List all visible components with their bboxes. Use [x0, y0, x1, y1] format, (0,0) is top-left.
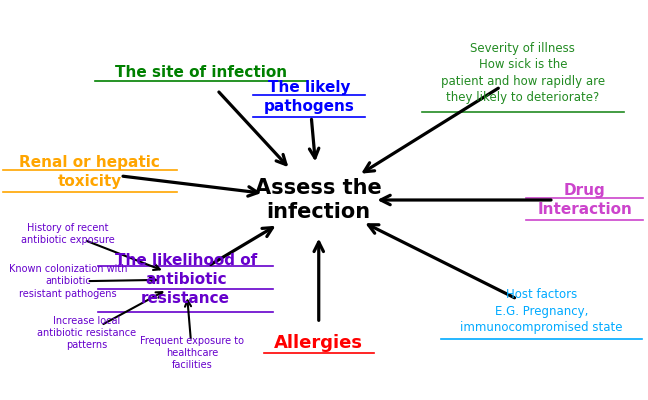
Text: Frequent exposure to
healthcare
facilities: Frequent exposure to healthcare faciliti…: [140, 336, 244, 370]
Text: Host factors
E.G. Pregnancy,
immunocompromised state: Host factors E.G. Pregnancy, immunocompr…: [460, 288, 623, 334]
Text: Drug
Interaction: Drug Interaction: [537, 183, 632, 217]
Text: The likelihood of
antibiotic
resistance: The likelihood of antibiotic resistance: [115, 253, 257, 306]
Text: History of recent
antibiotic exposure: History of recent antibiotic exposure: [21, 222, 115, 245]
Text: Known colonization with
antibiotic
resistant pathogens: Known colonization with antibiotic resis…: [9, 264, 128, 299]
Text: The likely
pathogens: The likely pathogens: [264, 80, 355, 114]
Text: Allergies: Allergies: [274, 334, 364, 352]
Text: Severity of illness
How sick is the
patient and how rapidly are
they likely to d: Severity of illness How sick is the pati…: [441, 42, 605, 104]
Text: The site of infection: The site of infection: [115, 65, 287, 80]
Text: Increase local
antibiotic resistance
patterns: Increase local antibiotic resistance pat…: [37, 316, 136, 350]
Text: Assess the
infection: Assess the infection: [255, 178, 382, 222]
Text: Renal or hepatic
toxicity: Renal or hepatic toxicity: [19, 155, 160, 189]
